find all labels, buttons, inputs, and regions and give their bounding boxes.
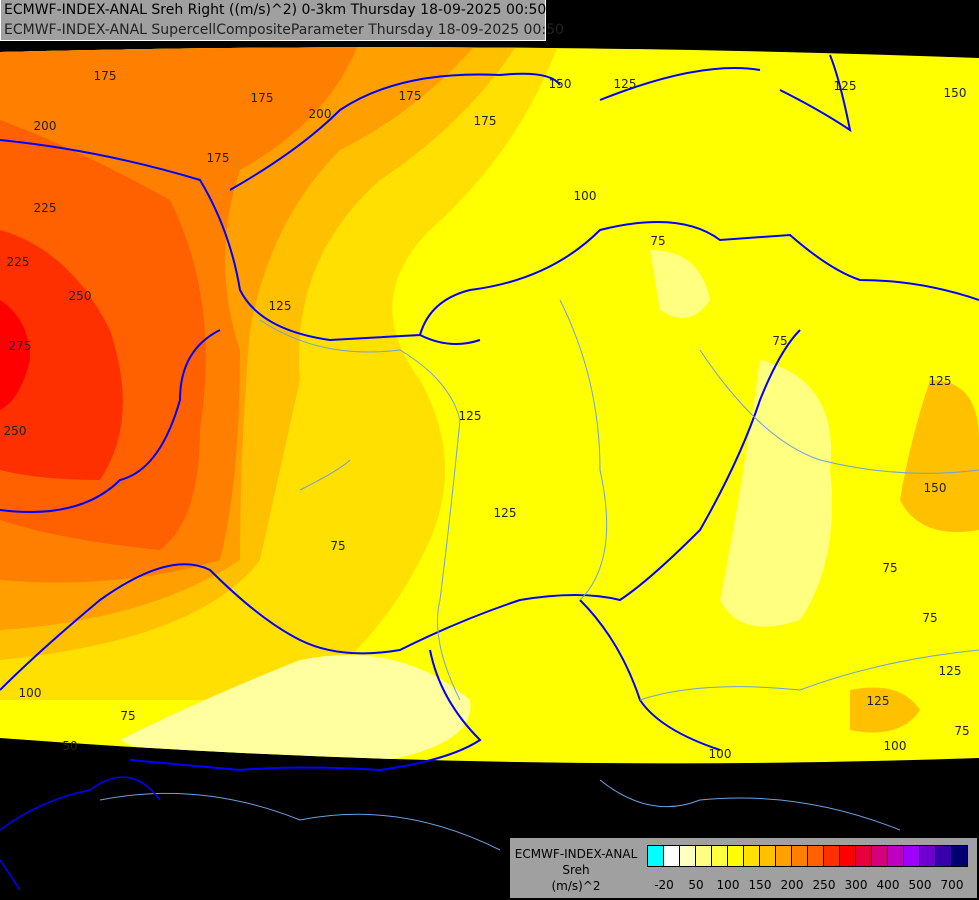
legend-tick-label: 50 [688,878,704,892]
contour-label: 75 [922,611,937,625]
field-high-east [900,380,979,532]
legend-tick-label: 150 [748,878,772,892]
contour-label: 125 [494,506,517,520]
contour-label: 125 [929,374,952,388]
contour-label: 175 [251,91,274,105]
contour-label: 175 [207,151,230,165]
legend-swatch [648,846,664,866]
contour-label: 275 [9,339,32,353]
contour-label: 125 [459,409,482,423]
contour-label: 175 [474,114,497,128]
title-line-sreh: ECMWF-INDEX-ANAL Sreh Right ((m/s)^2) 0-… [4,2,547,18]
contour-label: 100 [884,739,907,753]
legend-tick-label: 700 [940,878,964,892]
contour-label: 225 [34,201,57,215]
contour-label: 250 [69,289,92,303]
rivers [99,299,979,851]
legend-colorbar [647,845,968,867]
legend-swatch [808,846,824,866]
field-275-region [0,300,30,410]
legend-swatch [792,846,808,866]
legend-tick-label: 250 [812,878,836,892]
legend-swatch [936,846,952,866]
map-title: ECMWF-INDEX-ANAL Sreh Right ((m/s)^2) 0-… [0,0,564,41]
country-borders [0,54,979,772]
legend-tick-label: 300 [844,878,868,892]
contour-label: 75 [120,709,135,723]
contour-label: 100 [19,686,42,700]
legend-tick-label: 400 [876,878,900,892]
legend-swatch [840,846,856,866]
legend-variable: Sreh [562,863,590,877]
legend-model: ECMWF-INDEX-ANAL [514,847,638,861]
legend-label: ECMWF-INDEX-ANAL Sreh (m/s)^2 [510,846,642,894]
legend-swatch [776,846,792,866]
field-low-north [650,250,710,318]
legend-swatch [856,846,872,866]
contour-label: 125 [834,79,857,93]
legend-swatch [680,846,696,866]
contour-label: 150 [944,86,967,100]
contour-label: 200 [34,119,57,133]
legend-tick-label: 100 [716,878,740,892]
legend-tick-label: 500 [908,878,932,892]
legend-swatch [664,846,680,866]
legend-swatch [952,846,967,866]
legend-swatch [920,846,936,866]
contour-label: 100 [574,189,597,203]
legend-swatch [728,846,744,866]
title-line-scp: ECMWF-INDEX-ANAL SupercellCompositeParam… [4,22,564,38]
contour-label: 75 [882,561,897,575]
contour-label: 150 [924,481,947,495]
contour-label: 75 [954,724,969,738]
contour-label: 125 [939,664,962,678]
legend-swatch [872,846,888,866]
legend-swatch [760,846,776,866]
south-borders [0,776,161,891]
contour-label: 50 [62,739,77,753]
contour-label: 100 [709,747,732,761]
contour-label: 225 [7,255,30,269]
field-high-southeast [850,687,920,733]
legend-swatch [696,846,712,866]
contour-label: 200 [309,107,332,121]
contour-label: 175 [94,69,117,83]
contour-label: 75 [772,334,787,348]
contour-label: 75 [330,539,345,553]
legend-tick-label: 200 [780,878,804,892]
contour-label: 150 [549,77,572,91]
contour-label: 75 [650,234,665,248]
legend-swatch [888,846,904,866]
field-low-east [720,360,832,627]
contour-label: 250 [4,424,27,438]
field-250-region [0,230,123,480]
contour-label: 125 [614,77,637,91]
legend-unit: (m/s)^2 [551,879,601,893]
legend-swatch [712,846,728,866]
legend-swatch [824,846,840,866]
field-low-south [120,655,471,764]
contour-label: 125 [867,694,890,708]
legend-swatch [904,846,920,866]
contour-label: 125 [269,299,292,313]
contour-label: 175 [399,89,422,103]
legend-tick-label: -20 [654,878,674,892]
color-legend: ECMWF-INDEX-ANAL Sreh (m/s)^2 -20 50 100 15… [508,836,979,900]
legend-swatch [744,846,760,866]
